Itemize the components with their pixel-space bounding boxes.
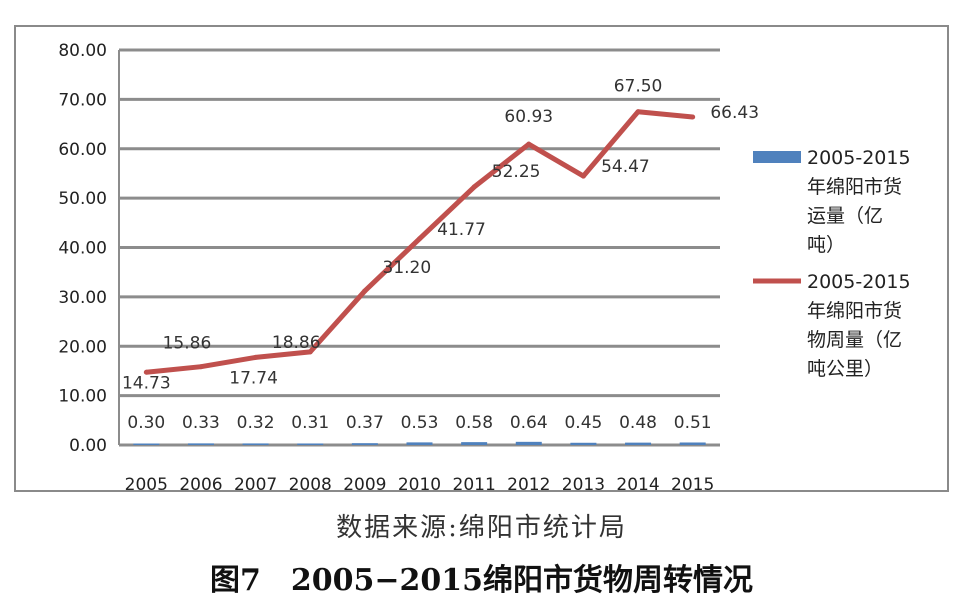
legend-bar-label: 运量（亿 bbox=[807, 205, 883, 227]
bar-data-label: 0.45 bbox=[564, 413, 602, 433]
bar-data-label: 0.64 bbox=[510, 413, 548, 433]
line-point bbox=[307, 349, 313, 355]
bar-data-label: 0.31 bbox=[291, 413, 329, 433]
line-point bbox=[417, 236, 422, 242]
x-tick-label: 2010 bbox=[398, 475, 441, 490]
line-point bbox=[635, 109, 641, 115]
line-series bbox=[146, 109, 693, 375]
legend-line-label: 物周量（亿 bbox=[807, 329, 902, 351]
y-tick-label: 50.00 bbox=[58, 189, 107, 209]
line-data-label: 17.74 bbox=[229, 368, 278, 388]
line-data-label: 18.86 bbox=[272, 333, 321, 353]
y-tick-label: 40.00 bbox=[58, 239, 107, 259]
bar-data-label: 0.37 bbox=[346, 413, 384, 433]
line-data-label: 52.25 bbox=[492, 162, 541, 182]
bar-data-label: 0.51 bbox=[674, 413, 712, 433]
line-point bbox=[526, 141, 532, 147]
x-tick-label: 2011 bbox=[453, 475, 496, 490]
y-tick-label: 20.00 bbox=[58, 337, 107, 357]
y-tick-label: 10.00 bbox=[58, 387, 107, 407]
line-data-label: 31.20 bbox=[383, 258, 432, 278]
x-tick-label: 2008 bbox=[289, 475, 332, 490]
bar bbox=[242, 443, 269, 445]
bar-data-label: 0.58 bbox=[455, 413, 493, 433]
line-point bbox=[690, 114, 696, 120]
legend-bar-label: 2005-2015 bbox=[807, 147, 911, 169]
legend-line-label: 年绵阳市货 bbox=[807, 300, 902, 322]
source-text: 数据来源:绵阳市统计局 bbox=[336, 513, 627, 543]
bar bbox=[297, 443, 324, 445]
line-point bbox=[143, 369, 149, 375]
y-tick-label: 30.00 bbox=[58, 288, 107, 308]
bar-data-label: 0.30 bbox=[127, 413, 165, 433]
line-data-label: 54.47 bbox=[601, 157, 650, 177]
line-point bbox=[198, 364, 204, 370]
bar bbox=[351, 443, 378, 445]
line-data-label: 66.43 bbox=[710, 103, 759, 123]
bar bbox=[406, 442, 433, 445]
x-tick-label: 2013 bbox=[562, 475, 605, 490]
line-point bbox=[362, 288, 368, 294]
legend-line-label: 吨公里） bbox=[807, 358, 883, 380]
x-tick-label: 2007 bbox=[234, 475, 277, 490]
y-tick-label: 0.00 bbox=[69, 436, 107, 456]
x-tick-label: 2015 bbox=[671, 475, 714, 490]
bar bbox=[187, 443, 214, 445]
bar-data-label: 0.33 bbox=[182, 413, 220, 433]
line-data-label: 14.73 bbox=[122, 373, 171, 393]
bar bbox=[625, 442, 652, 445]
legend-bar-label: 年绵阳市货 bbox=[807, 176, 902, 198]
bar bbox=[515, 441, 542, 445]
line-point bbox=[580, 173, 586, 179]
bar bbox=[133, 443, 160, 445]
line-data-label: 67.50 bbox=[614, 77, 663, 97]
bar-data-label: 0.53 bbox=[401, 413, 439, 433]
legend-line-label: 2005-2015 bbox=[807, 271, 911, 293]
line-data-label: 41.77 bbox=[437, 220, 486, 240]
x-tick-label: 2005 bbox=[125, 475, 168, 490]
bar bbox=[570, 442, 597, 445]
x-tick-label: 2012 bbox=[507, 475, 550, 490]
chart-frame: 0.00 10.00 20.00 30.00 40.00 50.00 60.00 70.00 8… bbox=[14, 25, 949, 492]
y-tick-label: 60.00 bbox=[58, 140, 107, 160]
legend-bar-swatch bbox=[753, 151, 801, 163]
x-tick-label: 2014 bbox=[616, 475, 659, 490]
legend-bar-label: 吨） bbox=[807, 234, 845, 256]
bar-data-label: 0.32 bbox=[237, 413, 275, 433]
line-data-label: 15.86 bbox=[163, 334, 212, 354]
figure-caption: 图7 2005−2015绵阳市货物周转情况 bbox=[209, 563, 753, 598]
bar-data-label: 0.48 bbox=[619, 413, 657, 433]
bar bbox=[679, 442, 706, 445]
y-tick-label: 80.00 bbox=[58, 41, 107, 61]
y-tick-label: 70.00 bbox=[58, 90, 107, 110]
bar bbox=[461, 442, 488, 445]
line-point bbox=[253, 354, 259, 360]
x-tick-label: 2009 bbox=[343, 475, 386, 490]
chart-svg: 0.00 10.00 20.00 30.00 40.00 50.00 60.00 70.00 8… bbox=[58, 41, 911, 490]
x-tick-label: 2006 bbox=[179, 475, 222, 490]
line-data-label: 60.93 bbox=[504, 107, 553, 127]
line-point bbox=[471, 184, 477, 190]
